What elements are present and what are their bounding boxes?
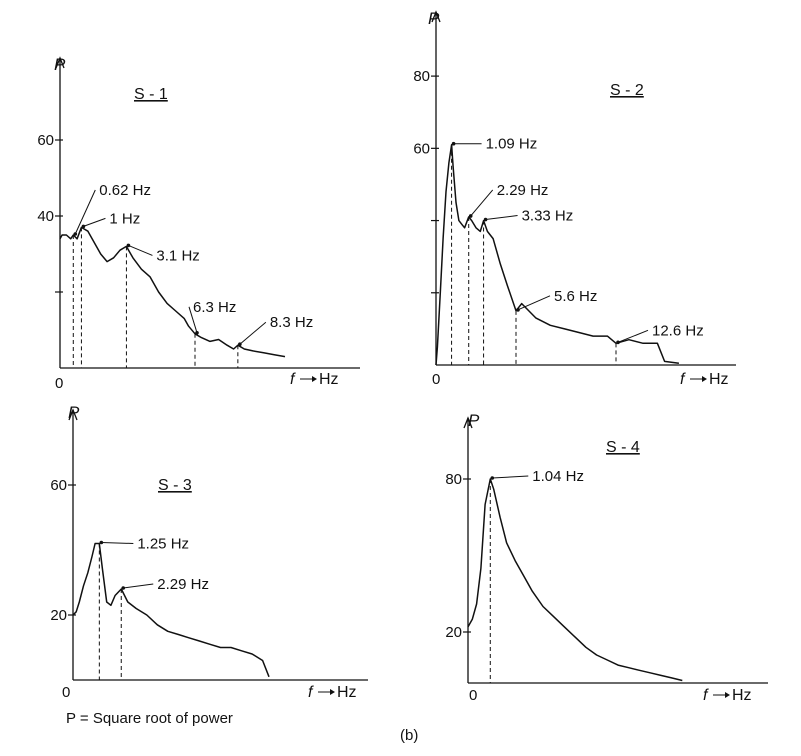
annotation-label: 1.04 Hz	[532, 468, 584, 485]
x-axis-label: f	[308, 684, 314, 701]
chart-panel-3: P 0 f Hz S - 3 20 60 1.25 Hz 2.29 Hz	[50, 403, 368, 701]
annotation-label: 1.25 Hz	[137, 536, 189, 553]
annotation-leader	[128, 244, 153, 256]
annotation-leader	[101, 542, 134, 544]
annotation-label: 3.1 Hz	[156, 247, 199, 264]
y-tick-label: 20	[445, 624, 462, 641]
annotation-label: 8.3 Hz	[270, 314, 313, 331]
annotation-leader	[239, 321, 267, 345]
annotation-label: 2.29 Hz	[497, 182, 549, 199]
figure-caption: (b)	[400, 727, 419, 744]
y-axis-label: P	[468, 411, 480, 430]
annotation-label: 1 Hz	[109, 210, 140, 227]
y-axis-arrow-icon	[68, 408, 78, 421]
annotation-leader	[74, 189, 96, 235]
x-axis-unit: Hz	[732, 687, 752, 704]
series-line	[72, 542, 270, 678]
y-tick-label: 60	[37, 132, 54, 149]
annotation-leader	[188, 306, 198, 333]
y-tick-label: 60	[50, 477, 67, 494]
annotation-label: 6.3 Hz	[193, 299, 236, 316]
annotation-label: 12.6 Hz	[652, 322, 704, 339]
annotation-label: 5.6 Hz	[554, 288, 597, 305]
y-tick-label: 20	[50, 607, 67, 624]
x-axis-unit: Hz	[337, 684, 357, 701]
x-origin-label: 0	[432, 371, 440, 388]
x-axis-unit: Hz	[709, 371, 729, 388]
annotation-arrow-icon	[121, 586, 126, 590]
annotation-arrow-icon	[516, 308, 520, 312]
annotation-arrow-icon	[195, 331, 199, 335]
x-axis-label: f	[290, 371, 296, 388]
chart-title: S - 1	[134, 86, 168, 103]
annotation-leader	[83, 217, 106, 227]
y-tick-label: 60	[413, 140, 430, 157]
x-axis-arrowhead-icon	[702, 376, 707, 382]
y-axis-label: P	[54, 55, 66, 74]
annotation-arrow-icon	[99, 540, 104, 545]
annotation-arrow-icon	[81, 224, 86, 229]
annotation-leader	[517, 295, 551, 311]
y-axis-arrow-icon	[463, 416, 473, 429]
y-tick-label: 80	[413, 68, 430, 85]
annotation-arrow-icon	[616, 340, 620, 345]
annotation-arrow-icon	[468, 214, 473, 218]
x-origin-label: 0	[55, 375, 63, 392]
x-axis-label: f	[703, 687, 709, 704]
x-axis-arrowhead-icon	[312, 376, 317, 382]
annotation-arrow-icon	[483, 217, 488, 222]
y-axis-label: P	[428, 9, 440, 28]
x-axis-label: f	[680, 371, 686, 388]
footnote: P = Square root of power	[66, 710, 233, 727]
x-origin-label: 0	[469, 687, 477, 704]
annotation-arrow-icon	[238, 342, 242, 347]
x-axis-arrowhead-icon	[330, 689, 335, 695]
x-axis-unit: Hz	[319, 371, 339, 388]
annotation-leader	[485, 215, 518, 221]
y-axis-arrow-icon	[55, 56, 65, 69]
annotation-leader	[492, 475, 529, 479]
y-tick-label: 40	[37, 208, 54, 225]
y-axis-arrow-icon	[431, 10, 441, 23]
chart-title: S - 4	[606, 439, 640, 456]
annotation-arrow-icon	[73, 232, 78, 236]
annotation-leader	[123, 583, 154, 589]
annotation-leader	[617, 329, 649, 343]
annotation-label: 2.29 Hz	[157, 576, 209, 593]
annotation-label: 3.33 Hz	[522, 208, 574, 225]
y-axis-label: P	[68, 403, 80, 422]
series-line	[59, 226, 286, 358]
y-tick-label: 80	[445, 471, 462, 488]
annotation-leader	[470, 189, 494, 217]
chart-panel-1: P 0 f Hz S - 1 40 60 0.62 Hz 1 Hz 3.1 Hz 6.3 Hz 8.3…	[37, 55, 360, 392]
annotation-label: 0.62 Hz	[99, 182, 151, 199]
annotation-arrow-icon	[451, 141, 456, 146]
series-line	[467, 478, 683, 682]
chart-panel-4: P 0 f Hz S - 4 20 80 1.04 Hz	[445, 411, 768, 704]
series-line	[435, 143, 679, 366]
annotation-arrow-icon	[490, 476, 495, 480]
annotation-arrow-icon	[126, 243, 131, 248]
chart-title: S - 3	[158, 477, 192, 494]
chart-panel-2: P 0 f Hz S - 2 80 60 1.09 Hz 2.29 Hz 3.33 Hz 5.6 H…	[413, 9, 736, 388]
chart-title: S - 2	[610, 82, 644, 99]
annotation-label: 1.09 Hz	[486, 136, 538, 153]
x-axis-arrowhead-icon	[725, 692, 730, 698]
x-origin-label: 0	[62, 684, 70, 701]
